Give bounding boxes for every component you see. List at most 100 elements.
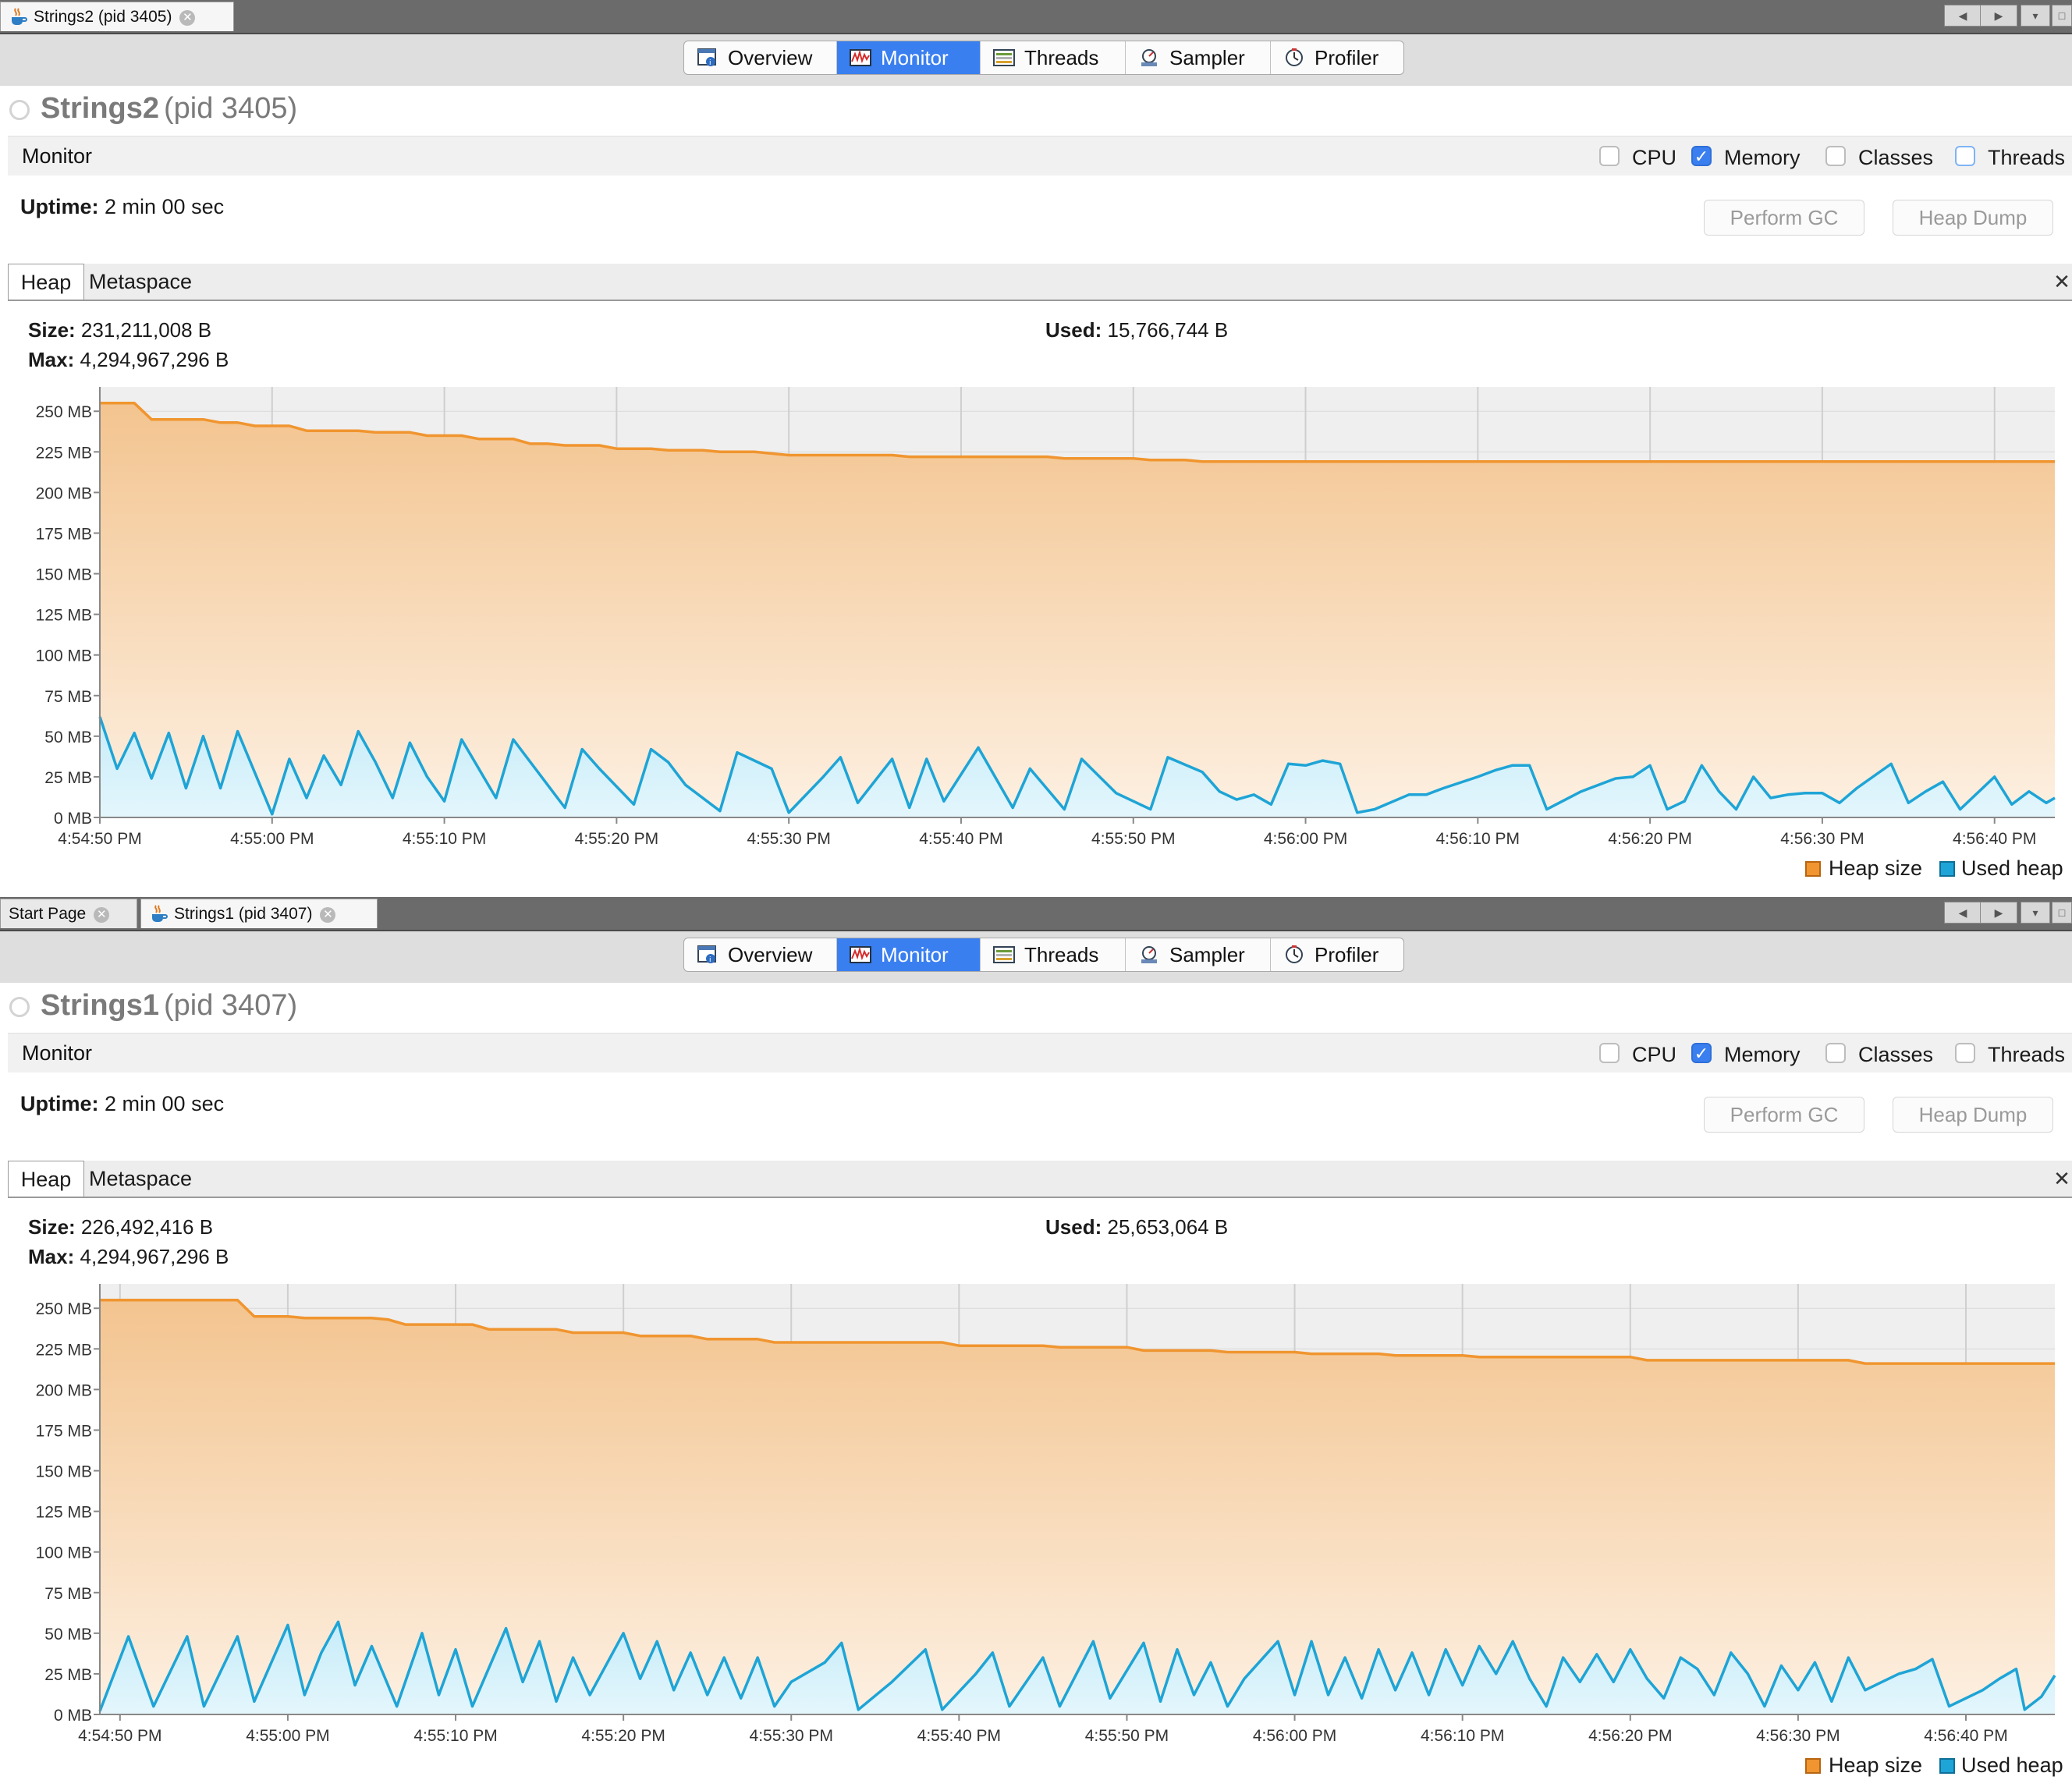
heap-chart: 0 MB 25 MB 50 MB 75 MB 100 MB 125 MB 150 MB 175… [36, 387, 2056, 848]
document-tab-strings2[interactable]: Strings2 (pid 3405) ✕ [0, 2, 234, 31]
svg-text:i: i [709, 59, 711, 67]
legend-heap-size: Heap size [1829, 1753, 1923, 1777]
heap-size-swatch [1805, 861, 1821, 877]
x-tick-label: 4:55:50 PM [1085, 1727, 1169, 1745]
y-tick-label: 25 MB [44, 1666, 92, 1684]
checkbox-label: Memory [1724, 1043, 1801, 1066]
x-tick-label: 4:55:30 PM [750, 1727, 833, 1745]
close-icon[interactable]: ✕ [2053, 270, 2070, 293]
x-tick-label: 4:55:10 PM [403, 830, 486, 848]
tab-list-dropdown-button[interactable]: ▾ [2021, 5, 2050, 27]
heap-size-series-line [100, 402, 2055, 463]
x-tick-label: 4:55:40 PM [919, 830, 1002, 848]
checkbox-label: Memory [1724, 146, 1801, 169]
used-heap-swatch [1939, 861, 1955, 877]
max-stat: Max: 4,294,967,296 B [28, 1245, 229, 1269]
x-tick-label: 4:56:10 PM [1436, 830, 1520, 848]
y-tick-label: 100 MB [36, 647, 92, 665]
monitor-panel-strings1: Start Page ✕ Strings1 (pid 3407) ✕ ◀ ▶ ▾ □… [0, 897, 2072, 1787]
status-circle-icon [9, 997, 30, 1017]
x-tick-label: 4:55:00 PM [246, 1727, 329, 1745]
java-cup-icon [12, 8, 27, 25]
profiler-tab-label: Profiler [1315, 46, 1379, 69]
monitor-tab[interactable]: Monitor [837, 41, 981, 74]
checkbox-box [1599, 1043, 1620, 1063]
heap-dump-button[interactable]: Heap Dump [1893, 200, 2053, 236]
y-tick-label: 175 MB [36, 525, 92, 543]
size-stat: Size: 231,211,008 B [28, 318, 211, 342]
monitor-section-header: Monitor CPU ✓ Memory Classes Threads [8, 136, 2072, 176]
document-tab-bar: Start Page ✕ Strings1 (pid 3407) ✕ ◀ ▶ ▾ □ [0, 897, 2072, 931]
scroll-left-button[interactable]: ◀ [1944, 5, 1982, 27]
heap-subtab[interactable]: Heap [8, 1161, 84, 1197]
y-tick-label: 225 MB [36, 1341, 92, 1359]
perform-gc-button[interactable]: Perform GC [1704, 200, 1864, 236]
scroll-right-button[interactable]: ▶ [1980, 902, 2017, 924]
status-circle-icon [9, 100, 30, 120]
java-cup-icon [152, 905, 168, 922]
used-label: Used: [1045, 1215, 1102, 1239]
y-tick-label: 50 MB [44, 729, 92, 746]
max-label: Max: [28, 348, 75, 371]
threads-tab-label: Threads [1024, 943, 1099, 966]
overview-tab[interactable]: i Overview [684, 41, 837, 74]
sampler-tab[interactable]: Sampler [1126, 938, 1271, 971]
scroll-right-button[interactable]: ▶ [1980, 5, 2017, 27]
profiler-tab[interactable]: Profiler [1271, 938, 1403, 971]
close-icon[interactable]: ✕ [320, 907, 336, 923]
heap-size-swatch [1805, 1758, 1821, 1774]
used-heap-swatch [1939, 1758, 1955, 1774]
app-pid: (pid 3405) [164, 92, 298, 125]
checkbox-label: CPU [1632, 146, 1677, 169]
checkbox-label: Classes [1858, 146, 1934, 169]
checkbox-box [1825, 146, 1846, 166]
y-tick-label: 150 MB [36, 566, 92, 584]
app-pid: (pid 3407) [164, 989, 298, 1022]
threads-tab[interactable]: Threads [981, 938, 1126, 971]
checkbox-label: Classes [1858, 1043, 1934, 1066]
checkbox-label: Threads [1988, 146, 2066, 169]
maximize-window-button[interactable]: □ [2052, 902, 2072, 924]
checkbox-box [1955, 1043, 1975, 1063]
tab-list-dropdown-button[interactable]: ▾ [2021, 902, 2050, 924]
monitor-section-header: Monitor CPU ✓ Memory Classes Threads [8, 1033, 2072, 1073]
close-icon[interactable]: ✕ [94, 907, 110, 923]
size-value: 231,211,008 B [80, 318, 212, 342]
used-value: 25,653,064 B [1107, 1215, 1229, 1239]
sampler-tab[interactable]: Sampler [1126, 41, 1271, 74]
heap-dump-button[interactable]: Heap Dump [1893, 1097, 2053, 1133]
monitor-tab[interactable]: Monitor [837, 938, 981, 971]
uptime-readout: Uptime: 2 min 00 sec [20, 1092, 224, 1116]
maximize-window-button[interactable]: □ [2052, 5, 2072, 27]
heap-subtab[interactable]: Heap [8, 264, 84, 300]
checkbox-label: Threads [1988, 1043, 2066, 1066]
section-title: Monitor [22, 1041, 93, 1065]
metaspace-subtab[interactable]: Metaspace [88, 1167, 193, 1190]
scroll-left-button[interactable]: ◀ [1944, 902, 1982, 924]
overview-tab[interactable]: i Overview [684, 938, 837, 971]
checkbox-box [1825, 1043, 1846, 1063]
monitor-panel-strings2: Strings2 (pid 3405) ✕ ◀ ▶ ▾ □ i Overview … [0, 0, 2072, 890]
app-name: Strings2 [41, 92, 160, 125]
overview-tab-label: Overview [728, 46, 813, 69]
profiler-tab[interactable]: Profiler [1271, 41, 1403, 74]
svg-text:i: i [709, 956, 711, 964]
x-tick-label: 4:55:20 PM [575, 830, 658, 848]
close-icon[interactable]: ✕ [2053, 1167, 2070, 1190]
perform-gc-button[interactable]: Perform GC [1704, 1097, 1864, 1133]
threads-tab-label: Threads [1024, 46, 1099, 69]
check-icon: ✓ [1691, 146, 1712, 166]
threads-tab[interactable]: Threads [981, 41, 1126, 74]
metaspace-subtab[interactable]: Metaspace [88, 270, 193, 293]
document-tab-start-page[interactable]: Start Page ✕ [0, 899, 137, 928]
uptime-value: 2 min 00 sec [105, 1092, 225, 1115]
x-tick-label: 4:56:30 PM [1780, 830, 1864, 848]
close-icon[interactable]: ✕ [179, 10, 196, 26]
used-label: Used: [1045, 318, 1102, 342]
used-stat: Used: 15,766,744 B [1045, 318, 1228, 342]
sampler-icon [1141, 946, 1157, 963]
x-tick-label: 4:54:50 PM [58, 830, 141, 848]
view-switcher: i Overview Monitor Threads Sampler Profi… [683, 41, 1404, 75]
uptime-label: Uptime: [20, 195, 99, 218]
document-tab-strings1[interactable]: Strings1 (pid 3407) ✕ [140, 899, 378, 928]
